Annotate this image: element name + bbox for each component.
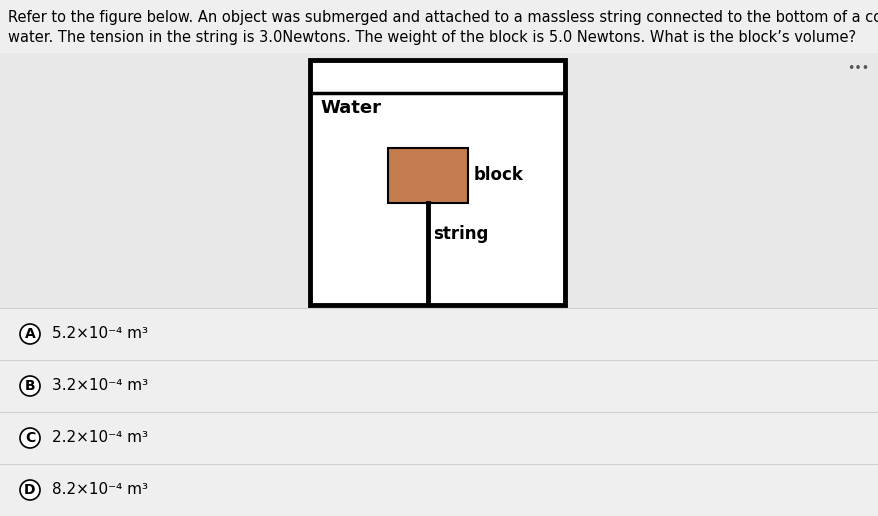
Text: Water: Water bbox=[320, 99, 380, 117]
Text: Refer to the figure below. An object was submerged and attached to a massless st: Refer to the figure below. An object was… bbox=[8, 10, 878, 25]
Text: A: A bbox=[25, 327, 35, 341]
Circle shape bbox=[20, 428, 40, 448]
Text: D: D bbox=[25, 483, 36, 497]
Bar bbox=[310, 60, 565, 305]
Text: •••: ••• bbox=[846, 62, 868, 75]
Text: water. The tension in the string is 3.0Newtons. The weight of the block is 5.0 N: water. The tension in the string is 3.0N… bbox=[8, 30, 855, 45]
Text: C: C bbox=[25, 431, 35, 445]
Bar bbox=[0, 53, 878, 308]
Bar bbox=[387, 148, 467, 203]
Text: string: string bbox=[433, 225, 488, 243]
Text: B: B bbox=[25, 379, 35, 393]
Text: 3.2×10⁻⁴ m³: 3.2×10⁻⁴ m³ bbox=[52, 379, 148, 394]
Circle shape bbox=[20, 480, 40, 500]
Circle shape bbox=[20, 324, 40, 344]
Text: 2.2×10⁻⁴ m³: 2.2×10⁻⁴ m³ bbox=[52, 430, 148, 445]
Text: block: block bbox=[473, 167, 523, 185]
Text: 8.2×10⁻⁴ m³: 8.2×10⁻⁴ m³ bbox=[52, 482, 148, 497]
Text: 5.2×10⁻⁴ m³: 5.2×10⁻⁴ m³ bbox=[52, 327, 148, 342]
Circle shape bbox=[20, 376, 40, 396]
